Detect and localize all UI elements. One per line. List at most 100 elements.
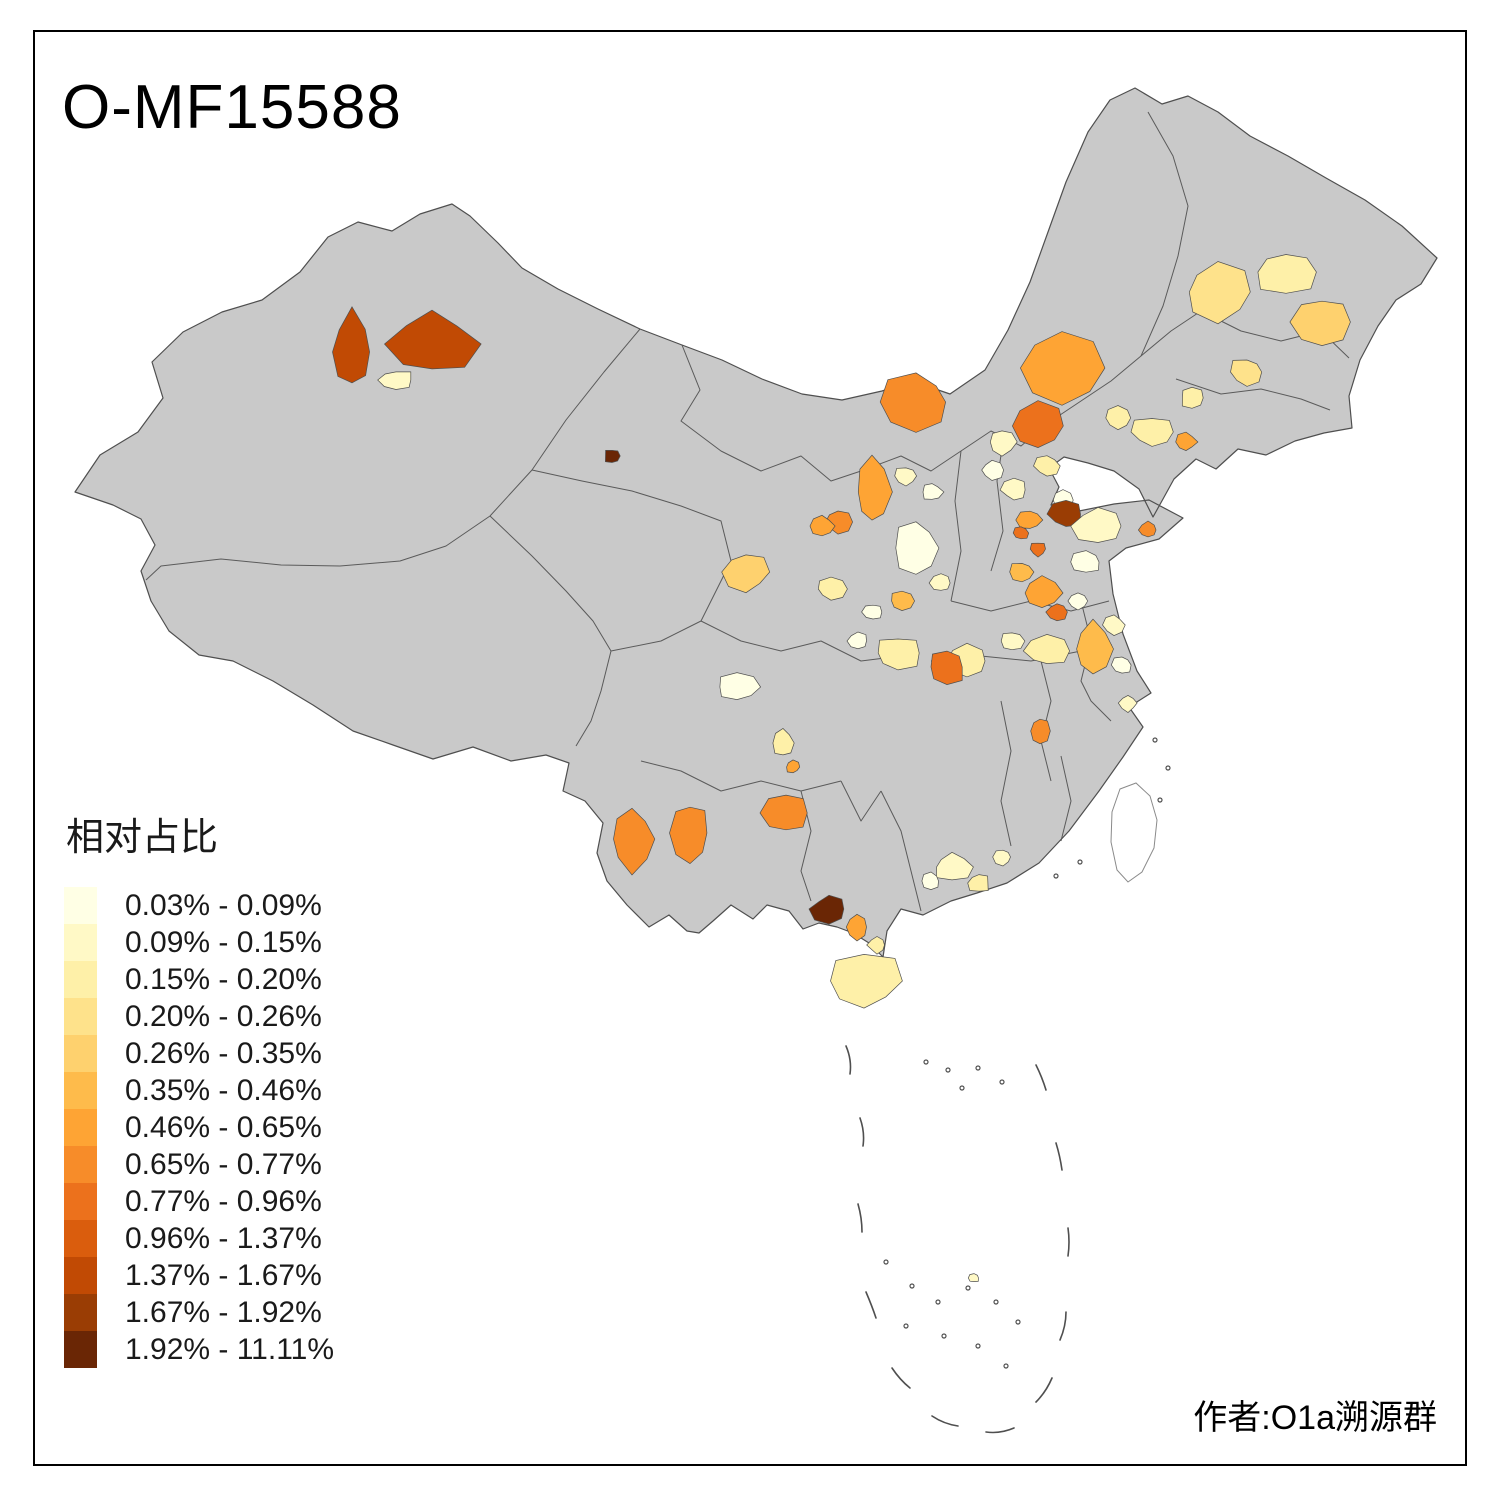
islet-dot <box>1077 859 1083 865</box>
islet-dot <box>1157 797 1163 803</box>
map-region <box>1105 405 1132 431</box>
islet-dot <box>909 1283 915 1289</box>
map-region <box>786 759 801 774</box>
legend-row: 0.96% - 1.37% <box>64 1220 334 1257</box>
province-border-line <box>1175 378 1331 411</box>
legend-swatch <box>64 1220 97 1257</box>
legend-swatch <box>64 961 97 998</box>
islet-dot <box>945 1067 951 1073</box>
dash-segment <box>1035 1377 1053 1403</box>
map-region <box>861 604 883 620</box>
map-region <box>857 454 893 521</box>
map-region <box>1024 575 1064 608</box>
map-region <box>721 554 771 594</box>
legend-row: 1.37% - 1.67% <box>64 1257 334 1294</box>
dash-segment <box>985 1427 1015 1434</box>
map-region <box>1033 455 1061 477</box>
islet-dot <box>1015 1319 1021 1325</box>
province-border-line <box>880 700 1072 912</box>
legend-title: 相对占比 <box>66 817 219 859</box>
map-region <box>817 576 848 601</box>
islet-dot <box>959 1085 965 1091</box>
map-region <box>1020 331 1106 406</box>
legend-swatch <box>64 1035 97 1072</box>
map-region <box>1175 431 1199 451</box>
map-region <box>613 807 656 876</box>
legend-row: 0.65% - 0.77% <box>64 1146 334 1183</box>
map-region <box>377 371 412 390</box>
map-region <box>866 936 885 955</box>
islet-dot <box>1152 737 1158 743</box>
legend-label: 0.20% - 0.26% <box>125 999 322 1033</box>
legend-row: 0.26% - 0.35% <box>64 1035 334 1072</box>
legend-swatch <box>64 1257 97 1294</box>
legend-swatch <box>64 1183 97 1220</box>
legend-row: 1.92% - 11.11% <box>64 1331 334 1368</box>
map-region <box>719 672 762 700</box>
map-region <box>999 477 1026 501</box>
map-region <box>989 430 1018 457</box>
dash-segment <box>931 1415 959 1427</box>
map-region <box>981 459 1004 481</box>
legend-label: 1.37% - 1.67% <box>125 1258 322 1292</box>
dash-segment <box>845 1045 852 1075</box>
map-region <box>1022 634 1070 664</box>
taiwan-outline <box>1110 782 1158 883</box>
dash-segment <box>1055 1142 1063 1171</box>
map-region <box>845 913 867 942</box>
map-region <box>383 309 482 370</box>
legend-swatch <box>64 887 97 924</box>
legend-rows: 0.03% - 0.09% 0.09% - 0.15% 0.15% - 0.20% 0… <box>64 887 334 1368</box>
dash-segment <box>859 1117 865 1147</box>
legend-label: 0.09% - 0.15% <box>125 925 322 959</box>
legend-row: 1.67% - 1.92% <box>64 1294 334 1331</box>
map-region <box>967 874 989 892</box>
map-region <box>877 638 920 671</box>
dash-segment <box>891 1367 911 1389</box>
map-region <box>1015 510 1044 529</box>
map-region <box>1289 300 1351 346</box>
map-region <box>921 871 939 890</box>
legend-label: 0.46% - 0.65% <box>125 1110 322 1144</box>
map-region <box>809 514 836 537</box>
map-region <box>759 794 808 831</box>
map-region <box>1181 386 1204 409</box>
islet-dot <box>975 1065 981 1071</box>
map-region <box>846 631 867 650</box>
taiwan-island <box>1110 782 1158 883</box>
map-region <box>1009 563 1035 583</box>
legend-label: 0.96% - 1.37% <box>125 1221 322 1255</box>
map-region <box>895 521 940 575</box>
legend-label: 0.65% - 0.77% <box>125 1147 322 1181</box>
islet-dot <box>993 1299 999 1305</box>
south-china-sea-islands <box>883 737 1171 1369</box>
islet-dot <box>965 1285 971 1291</box>
map-region <box>879 372 946 433</box>
nine-dash-line <box>845 1045 1070 1434</box>
legend-swatch <box>64 924 97 961</box>
map-region <box>930 650 963 685</box>
map-region <box>669 806 708 865</box>
legend-row: 0.20% - 0.26% <box>64 998 334 1035</box>
map-region <box>1117 694 1138 713</box>
province-border-line <box>531 469 732 652</box>
legend: 相对占比 0.03% - 0.09% 0.09% - 0.15% 0.15% - 0… <box>64 806 334 1368</box>
legend-label: 0.35% - 0.46% <box>125 1073 322 1107</box>
map-region <box>922 483 945 500</box>
map-region <box>1012 400 1064 448</box>
legend-label: 0.03% - 0.09% <box>125 888 322 922</box>
dash-segment <box>1059 1311 1067 1341</box>
legend-swatch <box>64 1294 97 1331</box>
islet-dot <box>935 1299 941 1305</box>
dash-segment <box>857 1203 863 1233</box>
map-region <box>992 849 1011 867</box>
map-region <box>1188 261 1251 325</box>
legend-label: 0.15% - 0.20% <box>125 962 322 996</box>
islet-dot <box>1165 765 1171 771</box>
colored-regions <box>332 254 1351 1282</box>
legend-swatch <box>64 1146 97 1183</box>
map-region <box>1070 550 1100 573</box>
islet-dot <box>941 1333 947 1339</box>
